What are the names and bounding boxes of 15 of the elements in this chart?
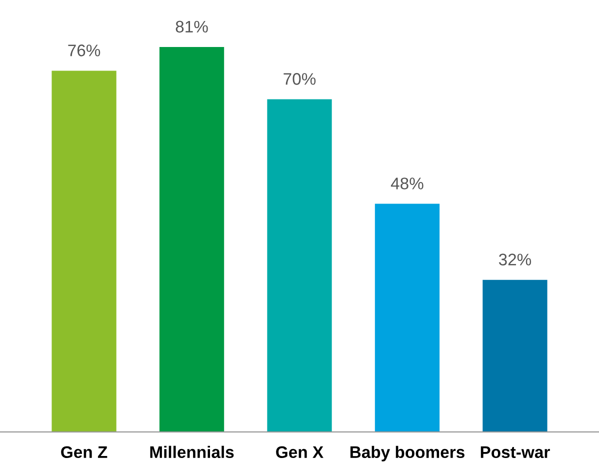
x-tick-label: Gen X: [276, 446, 324, 458]
bar: [52, 70, 116, 432]
data-label: 70%: [284, 73, 316, 85]
bar: [374, 204, 440, 432]
data-label: 32%: [498, 254, 532, 266]
bar: [159, 46, 224, 432]
data-label: 76%: [68, 44, 100, 56]
x-tick-label: Gen Z: [61, 446, 108, 458]
data-label: 48%: [390, 178, 424, 190]
x-tick-label: Baby boomers: [350, 446, 464, 462]
bar: [267, 99, 332, 432]
data-label: 81%: [176, 20, 208, 33]
x-tick-label: Millennials: [150, 446, 234, 458]
bar: [482, 280, 548, 432]
x-tick-label: Post-war: [480, 446, 550, 458]
